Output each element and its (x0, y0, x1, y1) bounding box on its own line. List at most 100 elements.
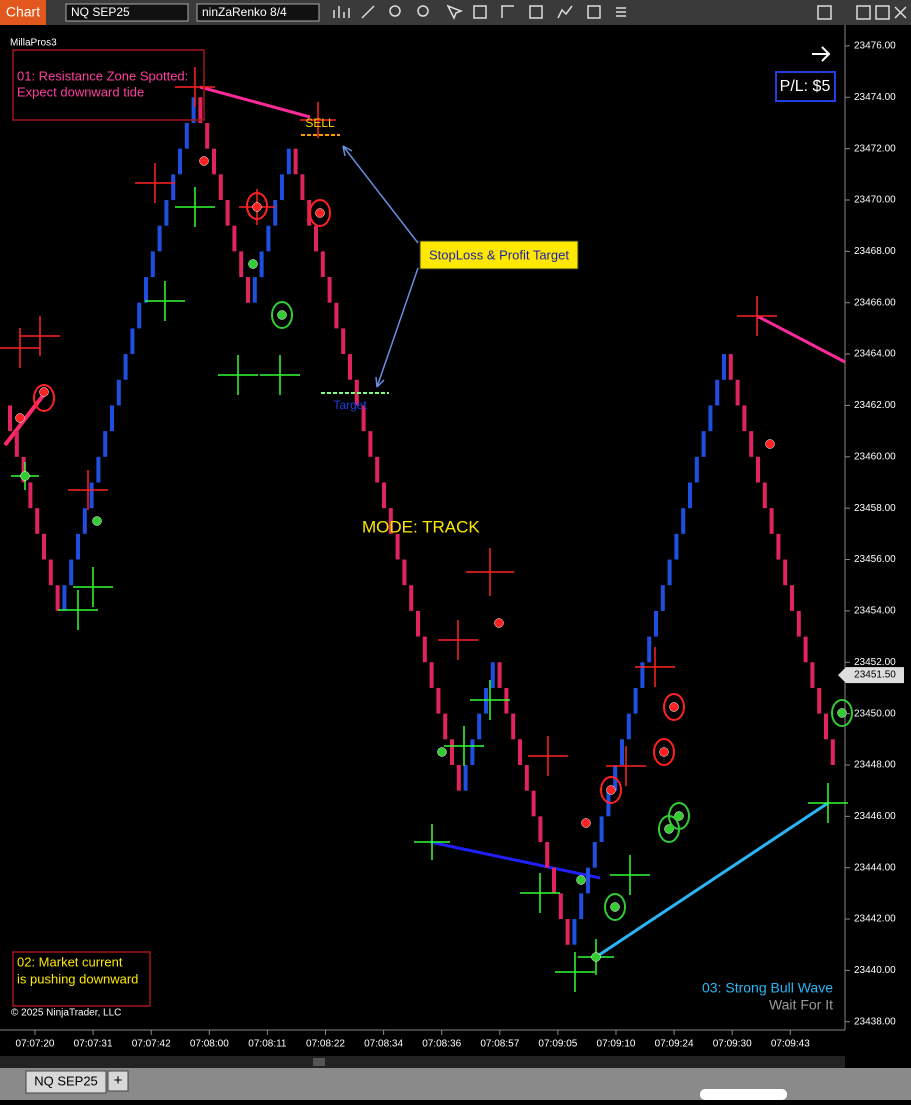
renko-bar (232, 225, 237, 252)
scrollbar[interactable] (0, 1056, 845, 1068)
signal-cross (73, 567, 113, 607)
renko-bar (178, 148, 182, 175)
y-tick-label: 23460.00 (854, 451, 896, 462)
app-tab-label[interactable]: Chart (6, 4, 40, 20)
market-text: 02: Market current (17, 954, 123, 969)
signal-cross (635, 647, 675, 687)
scroll-thumb[interactable] (313, 1058, 325, 1066)
x-tick-label: 07:09:43 (771, 1039, 810, 1050)
renko-bar (803, 636, 808, 663)
renko-bar (715, 379, 720, 406)
add-tab[interactable] (107, 1070, 129, 1092)
signal-cross (175, 187, 215, 227)
renko-bar (810, 662, 815, 688)
renko-bar (8, 405, 12, 432)
bar-type-box[interactable] (196, 3, 320, 22)
trend-line (3, 391, 47, 447)
signals (0, 67, 853, 992)
y-tick-label: 23440.00 (854, 965, 896, 976)
y-tick-label: 23474.00 (854, 92, 896, 103)
renko-bar (796, 610, 801, 637)
x-tick-label: 07:08:34 (364, 1039, 403, 1050)
signal-dot (277, 310, 287, 320)
x-tick-label: 07:08:57 (480, 1039, 519, 1050)
signal-cross (606, 746, 646, 786)
renko-bar (416, 610, 420, 637)
callout-arrows (342, 145, 419, 388)
signal-cross (808, 783, 848, 823)
y-tick-label: 23438.00 (854, 1016, 896, 1027)
signal-cross (20, 316, 60, 356)
renko-bar (538, 816, 543, 843)
resistance-box (12, 49, 205, 121)
toolbar-icons[interactable] (333, 4, 907, 20)
renko-bar (552, 867, 556, 894)
copyright: © 2025 NinjaTrader, LLC (11, 1008, 121, 1019)
renko-bar (354, 379, 359, 406)
indicator-label: MillaPros3 (10, 38, 57, 49)
signal-dot (765, 439, 775, 449)
renko-bar (783, 559, 788, 586)
renko-bar (728, 354, 733, 380)
market-box (12, 951, 151, 1007)
signal-cross (414, 824, 450, 860)
pl-text: P/L: $5 (780, 78, 831, 95)
signal-dot (248, 259, 258, 269)
y-tick-label: 23454.00 (854, 606, 896, 617)
renko-bar (375, 456, 380, 483)
renko-bar (205, 122, 210, 149)
renko-bar (273, 200, 278, 226)
instrument-box[interactable] (65, 3, 189, 22)
instrument[interactable]: NQ SEP25 (71, 5, 130, 19)
renko-bar (756, 456, 760, 483)
renko-bar (42, 533, 46, 560)
last-price-label: 23451.50 (854, 670, 896, 681)
renko-bar (504, 687, 509, 714)
renko-bar (633, 687, 638, 714)
renko-bar (144, 277, 148, 303)
x-tick-label: 07:08:22 (306, 1039, 345, 1050)
bull-text: Wait For It (769, 997, 833, 1013)
signal-cross (528, 736, 568, 776)
renko-bar (531, 790, 536, 817)
bar-type[interactable]: ninZaRenko 8/4 (202, 5, 287, 19)
y-tick-label: 23456.00 (854, 554, 896, 565)
add-tab-label[interactable]: + (114, 1072, 123, 1089)
overlay (3, 85, 846, 959)
renko-bar (280, 174, 284, 201)
y-tick-label: 23446.00 (854, 811, 896, 822)
tab[interactable] (25, 1070, 107, 1094)
signal-ring (246, 192, 268, 220)
x-tick-label: 07:08:36 (422, 1039, 461, 1050)
bull-text: 03: Strong Bull Wave (702, 980, 833, 996)
signal-dot (669, 702, 679, 712)
renko-bar (769, 508, 774, 534)
renko-bar (55, 585, 60, 611)
renko-bar (776, 533, 781, 560)
renko-bar (722, 354, 726, 380)
tab-label[interactable]: NQ SEP25 (34, 1073, 98, 1088)
app-tab[interactable] (0, 0, 46, 25)
renko-bar (402, 559, 407, 586)
signal-dot (674, 811, 684, 821)
renko-bar (225, 200, 230, 226)
signal-dot (610, 902, 620, 912)
signal-cross (68, 470, 108, 510)
renko-bar (450, 739, 454, 765)
arrow-icon[interactable] (812, 46, 831, 62)
signal-ring (309, 199, 331, 227)
renko-bar (463, 764, 468, 791)
signal-dot (20, 471, 30, 481)
y-tick-label: 23470.00 (854, 195, 896, 206)
signal-dot (15, 413, 25, 423)
x-tick-label: 07:07:42 (132, 1039, 171, 1050)
signal-dot (92, 516, 102, 526)
renko-bar (388, 508, 393, 534)
signal-cross (438, 620, 478, 660)
mode-label: MODE: TRACK (362, 517, 480, 536)
renko-bar (572, 919, 577, 945)
y-tick-label: 23468.00 (854, 246, 896, 257)
renko-bar (191, 97, 196, 123)
